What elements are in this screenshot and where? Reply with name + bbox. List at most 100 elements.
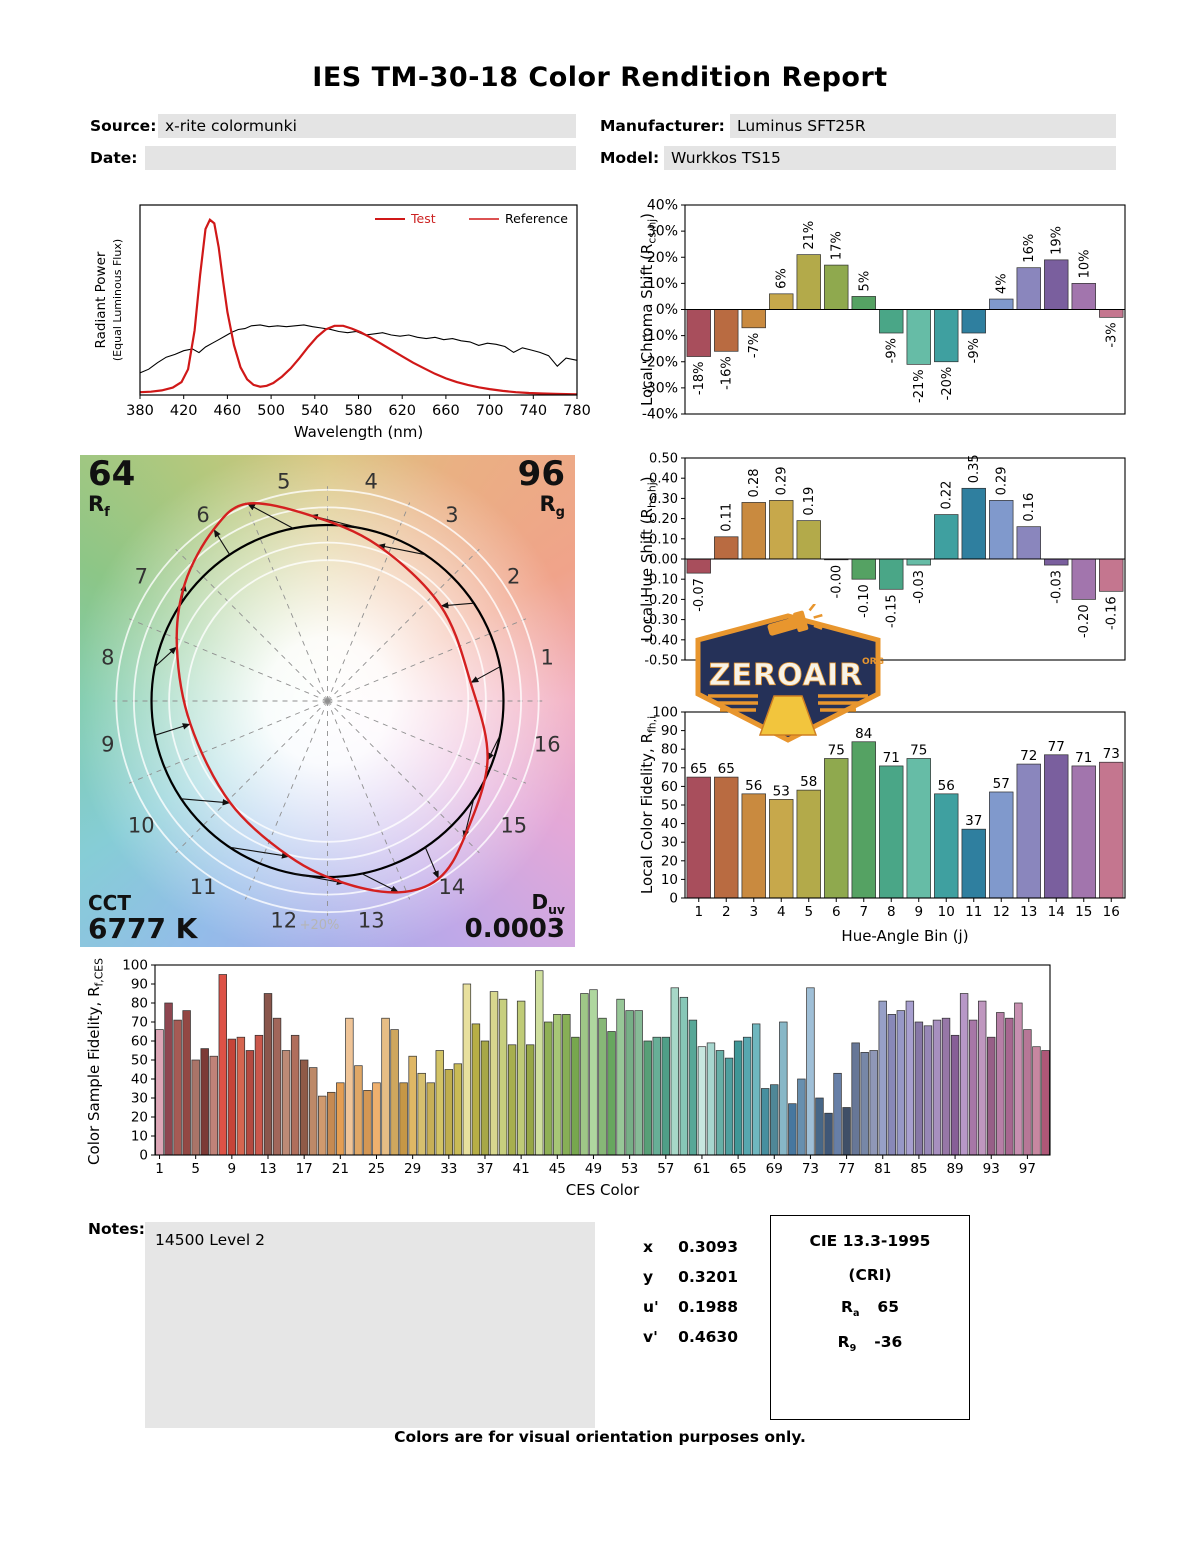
svg-tspan: 19% xyxy=(1050,226,1065,255)
chromaticity-v-label: v' xyxy=(643,1328,658,1346)
bars xyxy=(155,970,1050,1156)
bars xyxy=(686,254,1124,365)
svg-text: 57 xyxy=(657,1161,674,1177)
svg-tspan: 3 xyxy=(749,904,758,920)
bar xyxy=(263,993,273,1156)
svg-tspan: 30 xyxy=(131,1091,148,1107)
ring-percent-label: +20% xyxy=(300,918,340,933)
bar xyxy=(833,1072,842,1156)
bar xyxy=(714,776,739,899)
cvg-canvas: 1 2 3 4 5 6 7 8 9 10 11 12 13 14 15 16 +20% xyxy=(80,455,575,947)
svg-text: 13 xyxy=(1020,904,1037,920)
date-value xyxy=(145,146,576,170)
svg-text: 20 xyxy=(131,1110,148,1126)
svg-tspan: 77 xyxy=(838,1161,855,1177)
bar xyxy=(1099,309,1124,318)
bars xyxy=(686,487,1124,600)
svg-tspan: 9 xyxy=(228,1161,237,1177)
svg-tspan: 17 xyxy=(296,1161,313,1177)
color-vector-graphic: 1 2 3 4 5 6 7 8 9 10 11 12 13 14 15 16 +20% 64 Rf 96 Rg … xyxy=(80,455,575,947)
bar xyxy=(851,1042,860,1156)
bar-label: -3% xyxy=(1105,322,1120,347)
svg-text: -0.20 xyxy=(644,593,678,608)
svg-tspan: 380 xyxy=(126,403,154,419)
bar xyxy=(715,1050,725,1156)
bar xyxy=(934,514,959,560)
spd-ylabel-1: Radiant Power xyxy=(93,251,109,348)
bar xyxy=(227,1038,237,1156)
svg-text: 620 xyxy=(388,403,416,419)
bar xyxy=(932,1019,942,1156)
svg-text: 780 xyxy=(563,403,591,419)
svg-text: 100 xyxy=(122,958,148,974)
svg-tspan: hs,hj xyxy=(646,482,659,508)
svg-text: 77 xyxy=(838,1161,855,1177)
bar xyxy=(390,1029,399,1156)
svg-tspan: -18% xyxy=(692,362,707,396)
svg-text: 10 xyxy=(661,872,678,888)
svg-text: 14 xyxy=(1048,904,1065,920)
bar xyxy=(686,558,711,574)
bar xyxy=(906,758,931,899)
rf-value: 64 xyxy=(88,454,136,494)
svg-text: 41 xyxy=(513,1161,530,1177)
footer-note: Colors are for visual orientation purpos… xyxy=(394,1428,806,1446)
svg-text: -0.10 xyxy=(644,573,678,588)
svg-text: 30 xyxy=(131,1091,148,1107)
bar-label: 71 xyxy=(1075,750,1092,766)
svg-tspan: 75 xyxy=(828,743,845,759)
svg-tspan: 8 xyxy=(101,645,114,669)
svg-tspan: 0.35 xyxy=(967,454,982,483)
svg-tspan: Local Color Fidelity, R xyxy=(640,733,656,894)
svg-tspan: 580 xyxy=(345,403,373,419)
source-value: x-rite colormunki xyxy=(158,114,576,138)
rf-label: Rf xyxy=(88,491,110,520)
ra-value: 65 xyxy=(877,1298,899,1316)
bar xyxy=(878,1000,887,1156)
svg-tspan: -9% xyxy=(885,338,900,363)
svg-text: -40% xyxy=(642,407,678,423)
svg-tspan: -0.03 xyxy=(1050,570,1065,604)
svg-tspan: 69 xyxy=(766,1161,783,1177)
svg-tspan: -0.50 xyxy=(644,654,678,669)
cvg-spoke xyxy=(175,548,328,702)
bar xyxy=(525,1044,535,1156)
shift-arrow xyxy=(361,873,399,893)
bar xyxy=(155,1029,164,1156)
svg-tspan: 15 xyxy=(500,813,527,837)
shift-arrow xyxy=(293,873,345,886)
svg-tspan: 7 xyxy=(135,565,148,589)
bar xyxy=(1071,558,1096,600)
bar xyxy=(851,296,876,310)
bar-label: 37 xyxy=(965,813,982,829)
bar-label: -0.07 xyxy=(692,578,707,612)
svg-text: 70 xyxy=(661,760,678,776)
svg-tspan: 0 xyxy=(669,891,678,907)
bar xyxy=(989,791,1014,899)
shift-arrow xyxy=(470,666,501,684)
svg-text: 10% xyxy=(647,276,678,292)
svg-tspan: 80 xyxy=(131,996,148,1012)
bar xyxy=(507,1044,517,1156)
svg-tspan: 70 xyxy=(661,760,678,776)
bar xyxy=(661,1036,670,1156)
bar xyxy=(580,993,589,1156)
svg-tspan: -0.40 xyxy=(644,633,678,648)
bar xyxy=(318,1095,327,1156)
svg-text: 380 xyxy=(126,403,154,419)
svg-tspan: 21% xyxy=(802,221,817,250)
svg-text: 15 xyxy=(1075,904,1092,920)
svg-tspan: 11 xyxy=(190,875,217,899)
r9-row: R9 -36 xyxy=(771,1333,969,1354)
svg-tspan: 45 xyxy=(549,1161,566,1177)
svg-text: 9 xyxy=(228,1161,237,1177)
bar-label: 84 xyxy=(855,726,872,742)
svg-tspan: 53 xyxy=(621,1161,638,1177)
svg-tspan: 7 xyxy=(859,904,868,920)
svg-text: 0 xyxy=(139,1148,148,1164)
bar xyxy=(616,998,625,1156)
ra-label: Ra xyxy=(841,1298,860,1320)
bar xyxy=(887,1014,896,1156)
shift-arrow xyxy=(229,846,290,859)
cvg-spoke xyxy=(128,618,328,702)
